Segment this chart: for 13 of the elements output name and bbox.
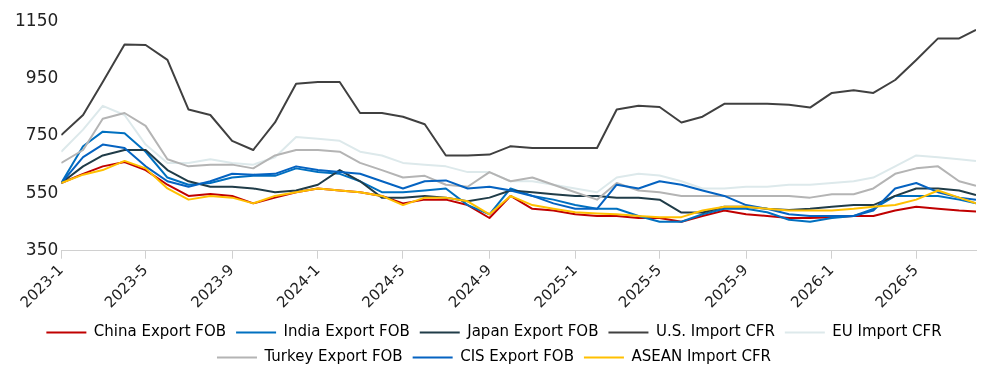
y-tick-label: 950 xyxy=(25,67,59,87)
y-tick-label: 1150 xyxy=(15,9,59,30)
legend-label: U.S. Import CFR xyxy=(655,322,775,341)
legend-label: Turkey Export FOB xyxy=(263,347,403,366)
y-tick-label: 350 xyxy=(25,239,59,260)
legend-label: Japan Export FOB xyxy=(466,322,599,341)
legend-label: EU Import CFR xyxy=(832,322,942,341)
legend-label: China Export FOB xyxy=(93,322,227,341)
y-tick-label: 750 xyxy=(25,124,59,145)
y-tick-label: 550 xyxy=(25,181,59,202)
legend-label: India Export FOB xyxy=(283,322,410,341)
legend-label: ASEAN Import CFR xyxy=(631,347,772,366)
legend-label: CIS Export FOB xyxy=(460,347,574,366)
